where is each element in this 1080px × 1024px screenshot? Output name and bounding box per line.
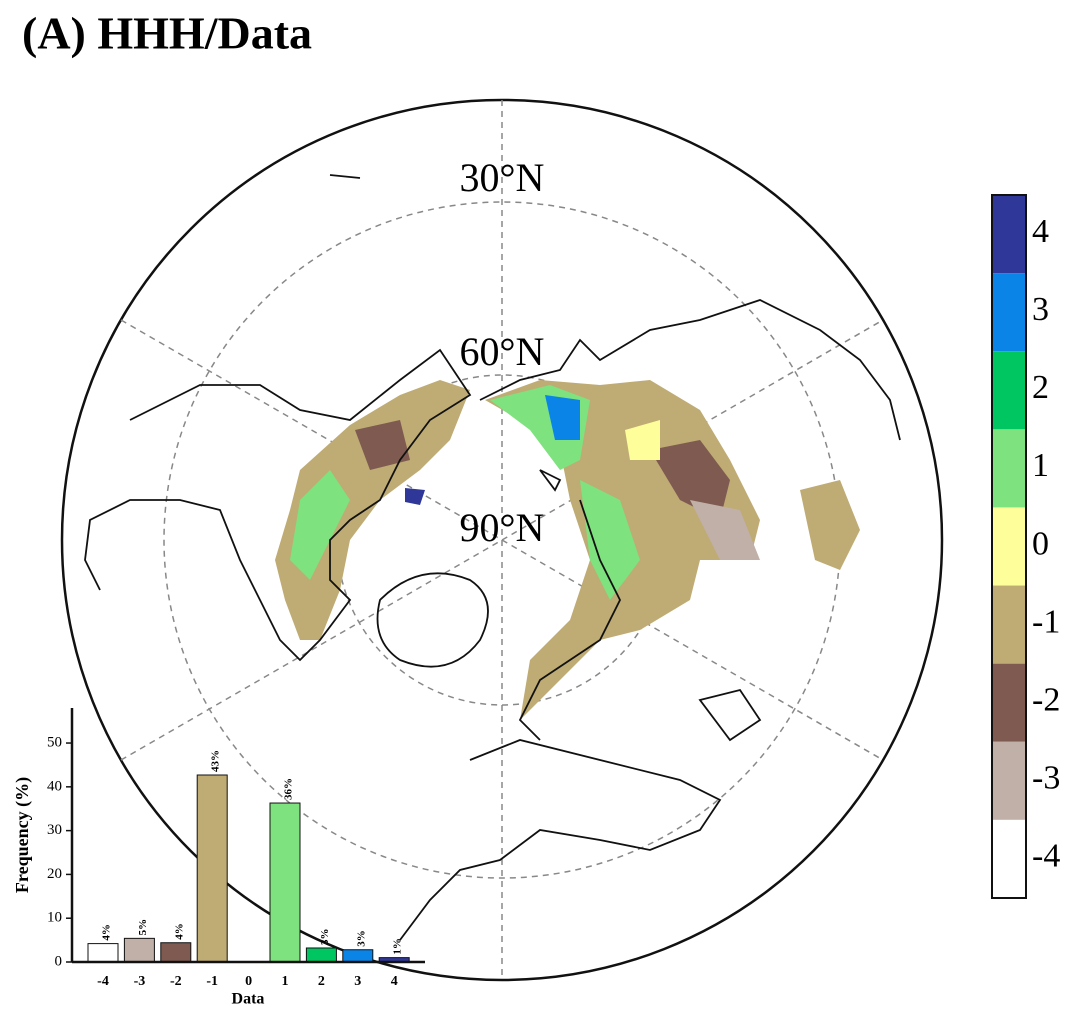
x-tick-label: 1 <box>282 974 289 989</box>
colorbar-segment <box>992 351 1026 430</box>
y-tick-label: 50 <box>47 734 62 750</box>
bar <box>342 949 374 963</box>
x-tick-label: 2 <box>318 974 325 989</box>
colorbar: 4 3 2 1 0 -1 -2 -3 -4 <box>991 194 1060 899</box>
value-label: 4% <box>101 924 113 941</box>
value-label: 5% <box>137 919 149 936</box>
bar <box>123 937 155 963</box>
y-tick-label: 30 <box>47 822 62 838</box>
coastlines <box>84 174 901 941</box>
colorbar-tick-label: 3 <box>1032 291 1049 328</box>
colorbar-tick-label: 0 <box>1032 525 1049 562</box>
bar <box>196 774 228 963</box>
y-tick-label: 10 <box>47 910 62 926</box>
x-tick-label: 0 <box>245 974 252 989</box>
x-tick-label: 4 <box>391 974 398 989</box>
x-tick-label: -4 <box>97 974 109 989</box>
value-label: 3% <box>355 930 367 947</box>
colorbar-segment <box>992 819 1026 898</box>
colorbar-segment <box>992 585 1026 664</box>
colorbar-segment <box>992 507 1026 586</box>
colorbar-segment <box>992 429 1026 508</box>
colorbar-segment <box>992 195 1026 274</box>
colorbar-tick-label: -4 <box>1032 838 1060 875</box>
value-label: 1% <box>392 938 404 955</box>
x-tick-label: -3 <box>134 974 146 989</box>
colorbar-tick-label: 1 <box>1032 447 1049 484</box>
colorbar-tick-label: -1 <box>1032 603 1060 640</box>
data-patches <box>275 380 860 720</box>
y-tick-label: 40 <box>47 778 62 794</box>
colorbar-segment <box>992 273 1026 352</box>
colorbar-tick-label: -3 <box>1032 760 1060 797</box>
y-axis-label: Frequency (%) <box>12 777 33 893</box>
lat-label: 90°N <box>460 505 545 550</box>
bar <box>269 802 301 963</box>
title: (A) HHH/Data <box>22 8 312 59</box>
y-tick-label: 0 <box>55 953 63 969</box>
inset-chart: 0 10 20 30 40 50 -4 4% -3 5% -2 4% -1 43% 0 1 36% 2 3% 3 3% 4… <box>12 708 425 1008</box>
colorbar-frame <box>991 194 1027 899</box>
x-tick-label: 3 <box>354 974 361 989</box>
value-label: 43% <box>210 750 222 772</box>
colorbar-segment <box>992 663 1026 742</box>
value-label: 36% <box>283 778 295 800</box>
x-tick-label: -1 <box>206 974 218 989</box>
lat-label: 30°N <box>460 155 545 200</box>
x-axis-label: Data <box>232 991 265 1008</box>
map: 30°N 60°N 90°N <box>60 98 944 982</box>
bar <box>305 947 337 963</box>
y-tick-label: 20 <box>47 866 62 882</box>
colorbar-segment <box>992 741 1026 820</box>
bar <box>160 942 192 963</box>
x-tick-label: -2 <box>170 974 182 989</box>
bar <box>87 943 119 963</box>
colorbar-tick-label: -2 <box>1032 682 1060 719</box>
colorbar-tick-label: 2 <box>1032 369 1049 406</box>
value-label: 3% <box>319 928 331 945</box>
colorbar-tick-label: 4 <box>1032 213 1049 250</box>
lat-label: 60°N <box>460 329 545 374</box>
value-label: 4% <box>173 923 185 940</box>
